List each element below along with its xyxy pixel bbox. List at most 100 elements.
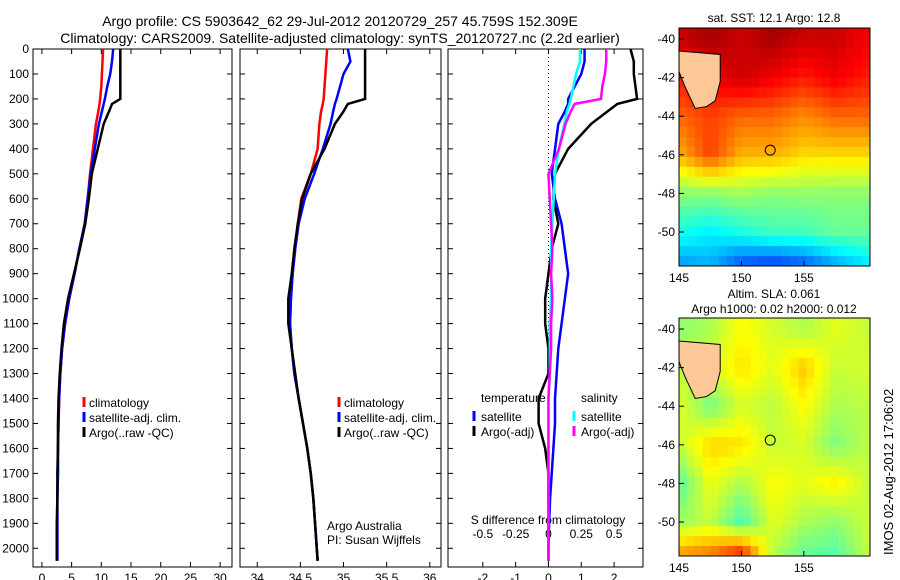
heatmap-cell — [790, 147, 799, 158]
heatmap-cell — [838, 357, 847, 369]
heatmap-cell — [798, 137, 807, 148]
heatmap-cell — [742, 357, 752, 369]
temperature-panel: 0 5 10 15 20 25 300100200300400500600700800900… — [2, 42, 233, 580]
heatmap-cell — [790, 347, 799, 359]
heatmap-cell — [726, 67, 736, 79]
heatmap-cell — [862, 57, 870, 69]
heatmap-cell — [694, 246, 704, 257]
heatmap-cell — [790, 536, 799, 547]
heatmap-cell — [718, 377, 728, 389]
heatmap-cell — [766, 196, 776, 208]
y-tick-label: 1800 — [2, 491, 29, 505]
heatmap-cell — [734, 427, 744, 438]
heatmap-cell — [838, 387, 847, 398]
heatmap-cell — [862, 256, 870, 266]
heatmap-cell — [726, 496, 736, 508]
heatmap-cell — [822, 47, 831, 59]
heatmap-cell — [806, 236, 815, 247]
heatmap-cell — [838, 466, 847, 478]
heatmap-cell — [726, 117, 736, 128]
heatmap-cell — [750, 387, 760, 398]
heatmap-cell — [862, 166, 870, 178]
heatmap-cell — [806, 156, 815, 168]
heatmap-cell — [750, 437, 760, 448]
heatmap-cell — [750, 176, 760, 188]
heatmap-cell — [838, 546, 847, 556]
heatmap-cell — [854, 367, 863, 379]
heatmap-cell — [758, 87, 768, 99]
heatmap-cell — [734, 466, 744, 478]
heatmap-cell — [750, 226, 760, 237]
heatmap-cell — [862, 327, 870, 339]
heatmap-cell — [774, 77, 784, 89]
heatmap-cell — [766, 176, 776, 188]
heatmap-cell — [814, 486, 823, 498]
heatmap-cell — [742, 476, 752, 488]
heatmap-cell — [710, 506, 720, 517]
heatmap-cell — [726, 256, 736, 266]
heatmap-cell — [726, 318, 736, 329]
heatmap-cell — [686, 476, 696, 488]
heatmap-cell — [790, 427, 799, 438]
series-line-2 — [55, 49, 122, 561]
heatmap-cell — [679, 318, 688, 329]
heatmap-cell — [798, 496, 807, 508]
heatmap-cell — [782, 37, 792, 49]
heatmap-cell — [750, 446, 760, 458]
heatmap-cell — [798, 127, 807, 138]
heatmap-cell — [846, 377, 855, 389]
heatmap-cell — [846, 107, 855, 118]
heatmap-cell — [718, 57, 728, 69]
lat-tick-label: -42 — [658, 361, 676, 375]
heatmap-cell — [686, 318, 696, 329]
heatmap-cell — [790, 387, 799, 398]
heatmap-cell — [694, 327, 704, 339]
heatmap-cell — [710, 186, 720, 198]
heatmap-cell — [814, 446, 823, 458]
heatmap-cell — [806, 176, 815, 188]
heatmap-cell — [790, 516, 799, 527]
heatmap-cell — [798, 506, 807, 517]
heatmap-cell — [862, 318, 870, 329]
heatmap-cell — [822, 107, 831, 118]
heatmap-cell — [830, 506, 839, 517]
heatmap-cell — [838, 526, 847, 537]
heatmap-cell — [846, 337, 855, 349]
heatmap-cell — [846, 117, 855, 128]
heatmap-cell — [830, 147, 839, 158]
heatmap-cell — [790, 87, 799, 99]
heatmap-cell — [694, 466, 704, 478]
heatmap-cell — [806, 407, 815, 418]
heatmap-cell — [830, 186, 839, 198]
x2-tick-label: -0.25 — [502, 527, 530, 541]
heatmap-cell — [830, 397, 839, 408]
heatmap-cell — [766, 327, 776, 339]
heatmap-cell — [718, 337, 728, 349]
heatmap-cell — [822, 156, 831, 168]
heatmap-cell — [862, 77, 870, 89]
x-tick-label: 35 — [337, 571, 351, 580]
heatmap-cell — [742, 67, 752, 79]
heatmap-cell — [814, 337, 823, 349]
heatmap-cell — [758, 526, 768, 537]
heatmap-cell — [774, 357, 784, 369]
heatmap-cell — [694, 196, 704, 208]
heatmap-cell — [742, 196, 752, 208]
heatmap-cell — [742, 536, 752, 547]
heatmap-cell — [830, 327, 839, 339]
heatmap-cell — [838, 196, 847, 208]
heatmap-cell — [806, 417, 815, 428]
heatmap-cell — [686, 506, 696, 517]
heatmap-cell — [798, 87, 807, 99]
heatmap-cell — [750, 337, 760, 349]
heatmap-cell — [718, 347, 728, 359]
heatmap-cell — [679, 456, 688, 468]
heatmap-cell — [679, 377, 688, 389]
heatmap-cell — [718, 186, 728, 198]
heatmap-cell — [702, 176, 712, 188]
heatmap-cell — [854, 67, 863, 79]
heatmap-cell — [726, 186, 736, 198]
x-tick-label: 34.5 — [289, 571, 313, 580]
heatmap-cell — [774, 47, 784, 59]
